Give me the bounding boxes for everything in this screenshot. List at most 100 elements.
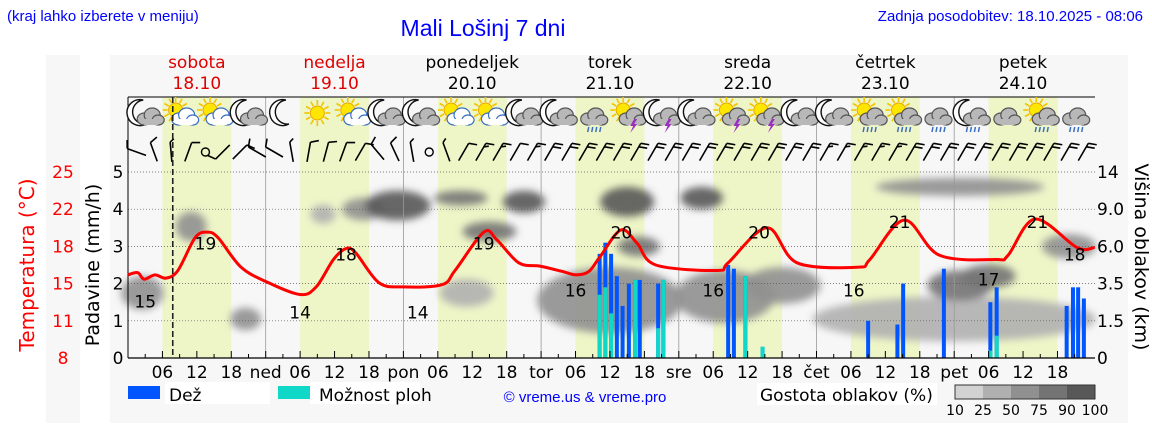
temperature-tick-label: 25 bbox=[52, 163, 74, 183]
x-tick-label: čet bbox=[803, 363, 830, 383]
x-tick-label: tor bbox=[529, 363, 553, 383]
sun-cloud-icon bbox=[438, 97, 475, 126]
rain-bar bbox=[901, 283, 906, 358]
showers-bar bbox=[994, 335, 999, 358]
moon-cloud-icon bbox=[126, 98, 165, 127]
x-tick-label: pon bbox=[387, 363, 419, 383]
sun-cloud-rain-icon bbox=[885, 97, 923, 133]
cloud-height-tick-label: 6.0 bbox=[1097, 237, 1124, 257]
rain-bar bbox=[656, 283, 661, 358]
wind-barb-icon bbox=[389, 136, 400, 162]
rain-bar bbox=[609, 253, 614, 358]
cloud-density-blob bbox=[875, 177, 1045, 196]
density-swatch bbox=[955, 385, 983, 399]
cloud-density-blob bbox=[961, 264, 1016, 289]
cloud-density-blob bbox=[439, 279, 494, 307]
temperature-tick-label: 22 bbox=[52, 200, 74, 220]
moon-cloud-icon bbox=[401, 98, 441, 127]
day-date: 22.10 bbox=[723, 74, 772, 94]
density-scale-label: 50 bbox=[1002, 403, 1020, 419]
x-tick-label: 18 bbox=[496, 363, 518, 383]
showers-bar bbox=[661, 279, 666, 358]
cloud-density-blob bbox=[364, 190, 431, 221]
x-tick-label: 12 bbox=[875, 363, 897, 383]
axes: 06 12 18 ned 06 12 18 pon 06 12 18 tor 06 12 18 sre 06 12… bbox=[52, 163, 1124, 383]
wind-barb-icon bbox=[784, 142, 805, 162]
x-tick-label: 06 bbox=[840, 363, 862, 383]
density-scale-label: 75 bbox=[1030, 403, 1048, 419]
x-tick-label: 12 bbox=[461, 363, 483, 383]
x-tick-label: ned bbox=[250, 363, 282, 383]
copyright-link[interactable]: © vreme.us & vreme.pro bbox=[504, 389, 667, 406]
moon-cloud-rain-icon bbox=[952, 98, 992, 133]
cloud-rain-icon bbox=[1062, 107, 1091, 133]
wind-barb-icon bbox=[424, 147, 434, 157]
temperature-min-label: 14 bbox=[407, 303, 429, 323]
x-tick-label: sre bbox=[666, 363, 692, 383]
wind-barb-icon bbox=[922, 142, 942, 162]
rain-bar bbox=[941, 268, 946, 358]
temperature-line bbox=[127, 217, 1096, 297]
density-swatch bbox=[1067, 385, 1095, 399]
wind-barb-icon bbox=[149, 136, 158, 162]
cloud-rain-icon bbox=[580, 107, 609, 133]
cloud-height-axis-title: Višina oblakov (km) bbox=[1130, 164, 1152, 351]
daylight-band bbox=[300, 97, 369, 358]
wind-barb-icon bbox=[288, 137, 295, 162]
wind-barb-icon bbox=[871, 142, 891, 162]
showers-bar bbox=[633, 279, 638, 358]
cloud-density-blob bbox=[433, 190, 488, 206]
wind-barb-icon bbox=[264, 138, 284, 158]
x-tick-label: 06 bbox=[289, 363, 311, 383]
x-tick-label: 18 bbox=[634, 363, 656, 383]
x-tick-label: 18 bbox=[771, 363, 793, 383]
showers-bar bbox=[597, 294, 602, 358]
wind-barb-icon bbox=[836, 142, 856, 162]
day-date: 18.10 bbox=[173, 74, 222, 94]
wind-barb-icon bbox=[544, 142, 564, 162]
temperature-max-label: 19 bbox=[473, 235, 495, 255]
wind-barb-icon bbox=[457, 142, 478, 162]
precipitation-tick-label: 4 bbox=[113, 200, 124, 220]
sun-cloud-rain-icon bbox=[1023, 97, 1060, 133]
rain-bar bbox=[988, 302, 993, 358]
temperature-tick-label: 8 bbox=[58, 349, 69, 369]
wind-barb-icon bbox=[612, 142, 633, 162]
density-swatch bbox=[1039, 385, 1067, 399]
density-label-bg bbox=[757, 383, 937, 405]
cloud-height-tick-label: 0 bbox=[1097, 349, 1108, 369]
x-tick-label: 18 bbox=[220, 363, 242, 383]
temperature-extreme-labels: 15 19 14 18 14 19 16 20 16 20 16 21 17 21 18 bbox=[134, 213, 1085, 324]
rain-bar bbox=[637, 279, 642, 358]
day-name: četrtek bbox=[855, 53, 916, 73]
rain-bar bbox=[731, 268, 736, 358]
wind-barb-icon bbox=[578, 142, 598, 162]
wind-barb-icon bbox=[207, 144, 231, 160]
temperature-min-label: 17 bbox=[978, 271, 1000, 291]
x-tick-label: 12 bbox=[1012, 363, 1034, 383]
temperature-min-label: 15 bbox=[134, 292, 156, 312]
cloud-density-blob bbox=[743, 267, 821, 304]
wind-barb-icon bbox=[647, 142, 667, 162]
temp-axis-panel bbox=[46, 55, 80, 423]
density-scale-label: 10 bbox=[946, 403, 964, 419]
location-hint[interactable]: (kraj lahko izberete v meniju) bbox=[7, 8, 199, 25]
precipitation-tick-label: 2 bbox=[113, 275, 124, 295]
rain-bar bbox=[895, 324, 900, 358]
weather-icons bbox=[126, 97, 1091, 133]
cloud-height-tick-label: 14 bbox=[1097, 163, 1119, 183]
density-scale-label: 25 bbox=[974, 403, 992, 419]
x-tick-label: 12 bbox=[324, 363, 346, 383]
density-swatch bbox=[983, 385, 1011, 399]
sun-icon bbox=[304, 100, 331, 126]
temperature-min-label: 14 bbox=[289, 303, 311, 323]
last-updated: Zadnja posodobitev: 18.10.2025 - 08:06 bbox=[878, 8, 1143, 25]
wind-barb-icon bbox=[200, 147, 211, 157]
wind-barb-icon bbox=[492, 142, 512, 162]
wind-barb-icon bbox=[169, 138, 175, 163]
wind-barb-icon bbox=[184, 141, 201, 162]
wind-barb-icon bbox=[630, 142, 650, 162]
temperature-axis-title: Temperatura (°C) bbox=[15, 178, 39, 352]
